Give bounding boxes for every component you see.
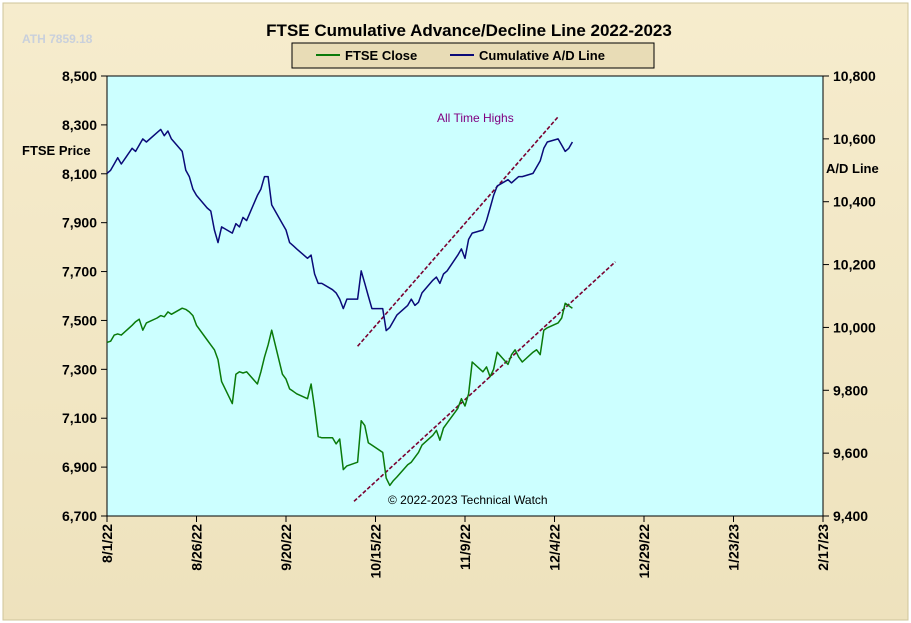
left-tick-label: 6,700 (62, 508, 97, 524)
chart-title: FTSE Cumulative Advance/Decline Line 202… (266, 21, 672, 40)
ad-trendline (356, 116, 559, 347)
left-tick-label: 7,700 (62, 264, 97, 280)
x-tick-label: 1/23/23 (726, 524, 742, 571)
right-tick-label: 9,800 (833, 382, 868, 398)
left-axis: 8,500 8,300 8,100 7,900 7,700 7,500 7,300 7,100… (62, 68, 107, 524)
x-tick-label: 9/20/22 (278, 524, 294, 571)
cumulative-ad-line (106, 128, 574, 332)
legend-label-ad: Cumulative A/D Line (479, 48, 605, 63)
x-tick-label: 12/29/22 (636, 524, 652, 579)
x-tick-label: 8/26/22 (189, 524, 205, 571)
right-axis: 10,800 10,600 10,400 10,200 10,000 9,800 9,600… (823, 68, 876, 524)
left-tick-label: 7,100 (62, 410, 97, 426)
left-tick-label: 8,100 (62, 166, 97, 182)
left-tick-label: 8,300 (62, 117, 97, 133)
plot-marks (106, 116, 616, 502)
legend: FTSE Close Cumulative A/D Line (291, 42, 655, 69)
left-tick-label: 7,300 (62, 361, 97, 377)
right-tick-label: 10,000 (833, 319, 876, 335)
plot-area (106, 75, 824, 517)
right-tick-label: 10,400 (833, 194, 876, 210)
copyright-note: © 2022-2023 Technical Watch (388, 493, 548, 507)
left-tick-label: 7,500 (62, 312, 97, 328)
x-tick-label: 12/4/22 (547, 524, 563, 571)
right-tick-label: 10,800 (833, 68, 876, 84)
left-tick-label: 8,500 (62, 68, 97, 84)
watermark: ATH 7859.18 (22, 32, 93, 46)
legend-label-ftse: FTSE Close (345, 48, 417, 63)
right-tick-label: 9,600 (833, 445, 868, 461)
left-tick-label: 7,900 (62, 215, 97, 231)
ftse-trendline (353, 261, 616, 502)
x-axis: 8/1/22 8/26/22 9/20/22 10/15/22 11/9/22 12/4/… (99, 516, 831, 579)
right-tick-label: 10,600 (833, 131, 876, 147)
ftse-close-line (106, 302, 573, 487)
right-tick-label: 10,200 (833, 257, 876, 273)
x-tick-label: 8/1/22 (99, 524, 115, 563)
x-tick-label: 10/15/22 (368, 524, 384, 579)
x-tick-label: 11/9/22 (457, 524, 473, 570)
left-tick-label: 6,900 (62, 459, 97, 475)
x-tick-label: 2/17/23 (815, 524, 831, 571)
right-axis-label: A/D Line (826, 161, 879, 176)
annotation-all-time-highs: All Time Highs (437, 111, 514, 125)
left-axis-label: FTSE Price (22, 143, 91, 158)
right-tick-label: 9,400 (833, 508, 868, 524)
